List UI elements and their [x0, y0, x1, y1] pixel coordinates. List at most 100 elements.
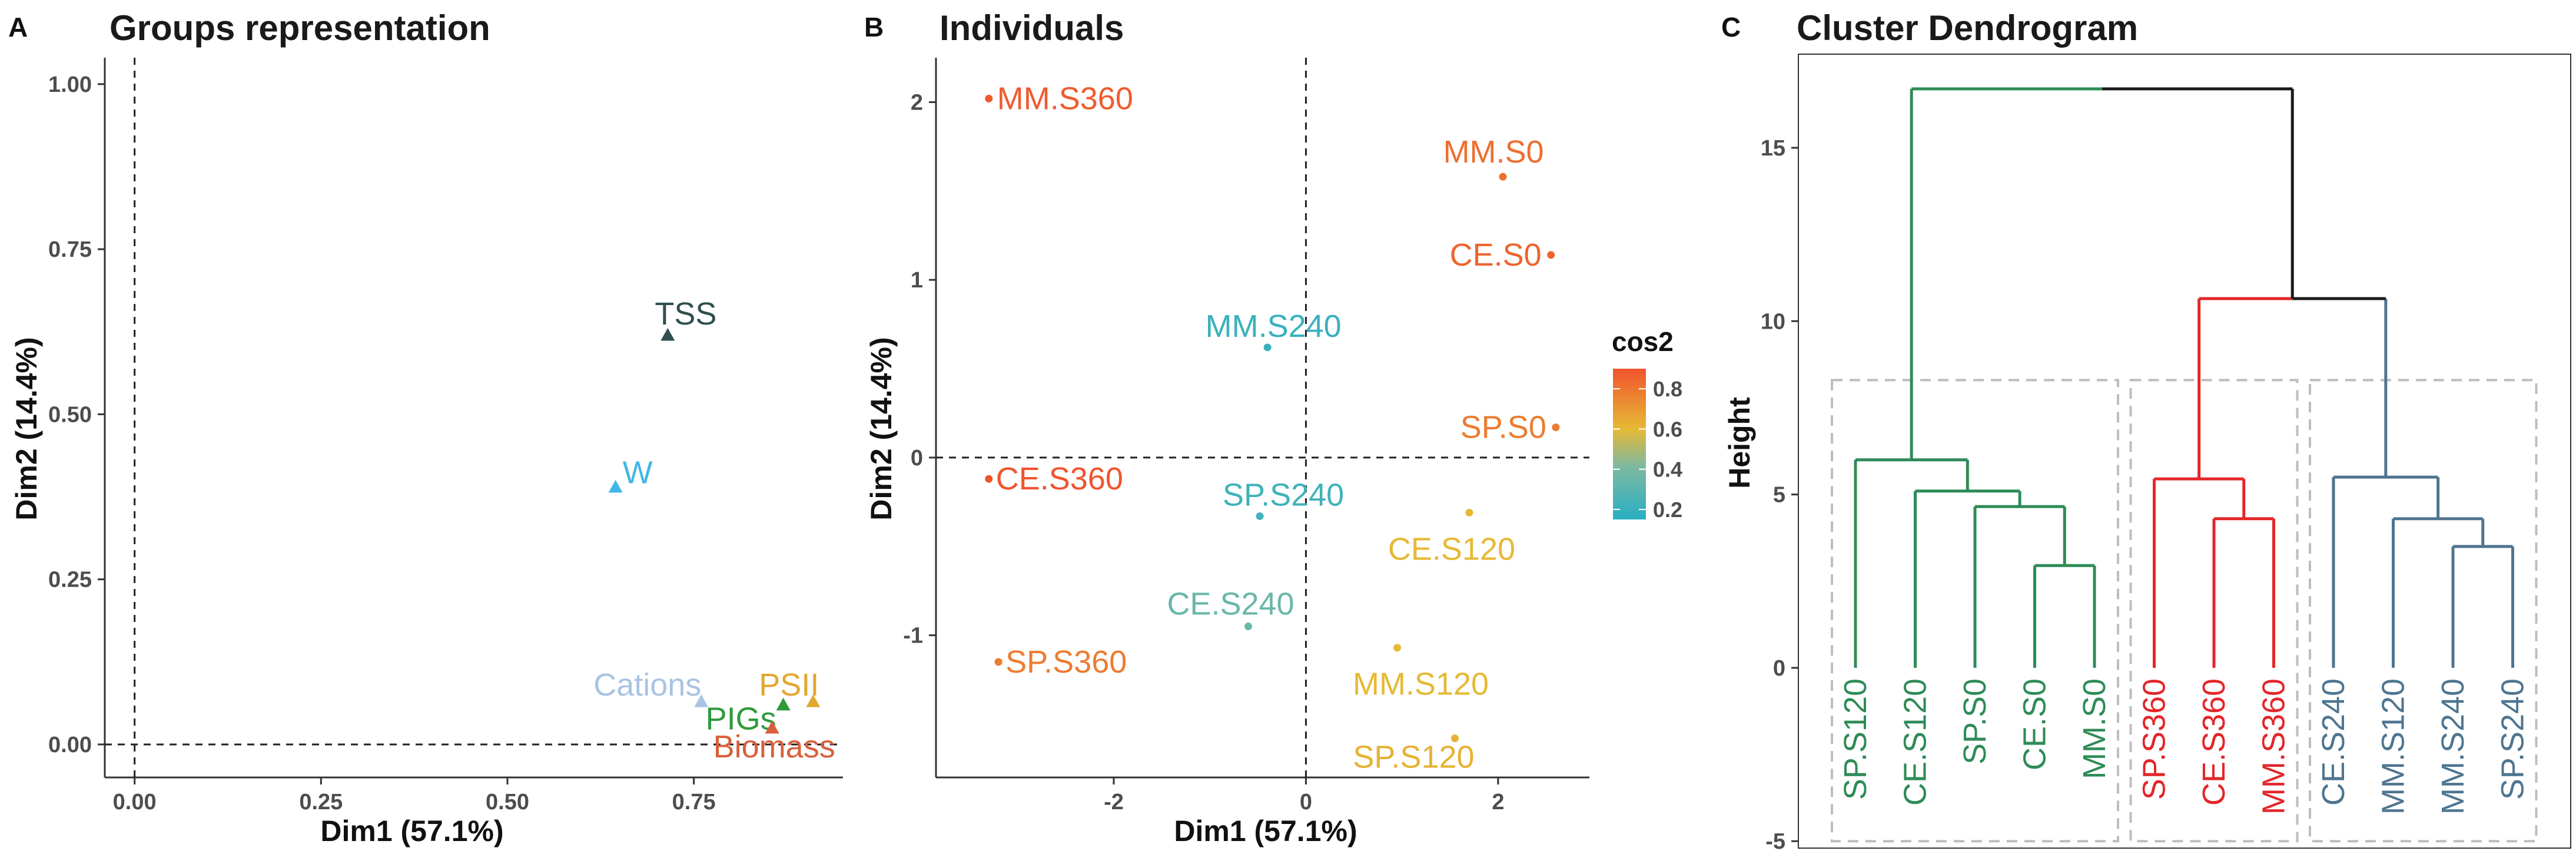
- leaf-label-sp-s0: SP.S0: [1957, 678, 1993, 764]
- leaf-label-sp-s360: SP.S360: [2137, 678, 2172, 800]
- label-tss: TSS: [655, 296, 716, 332]
- leaf-label-mm-s0: MM.S0: [2077, 678, 2112, 779]
- point-sp-s360: [994, 658, 1002, 666]
- panel-c-frame: [1798, 54, 2571, 849]
- label-sp-s0: SP.S0: [1460, 410, 1546, 445]
- cluster-box: [2309, 379, 2538, 843]
- panel-a-xtick-label: 0.50: [486, 790, 529, 815]
- panel-b: B Individuals -2 0 2 -1 0 1 2 MM.S360 MM.S0 CE.S…: [864, 8, 1682, 848]
- panel-a-xlabel: Dim1 (57.1%): [320, 815, 503, 848]
- cos2-tick-label: 0.4: [1653, 458, 1682, 482]
- leaf-label-mm-s240: MM.S240: [2435, 678, 2471, 815]
- panel-c-ytick-label: 10: [1761, 309, 1785, 334]
- label-mm-s120: MM.S120: [1353, 667, 1489, 702]
- panel-c-ytick-label: 15: [1761, 136, 1785, 161]
- label-cations: Cations: [593, 667, 701, 703]
- panel-c-ytick-label: -5: [1765, 829, 1785, 854]
- cos2-legend-ticks: 0.8 0.6 0.4 0.2: [1613, 377, 1682, 522]
- leaf-label-mm-s360: MM.S360: [2256, 678, 2292, 815]
- panel-a-ytick-label: 1.00: [48, 72, 92, 97]
- label-ce-s360: CE.S360: [996, 461, 1123, 496]
- panel-c-ylabel: Height: [1723, 397, 1756, 489]
- cos2-colorbar: [1613, 369, 1646, 519]
- panel-b-xtick-label: -2: [1104, 790, 1124, 815]
- panel-b-xtick-label: 0: [1300, 790, 1312, 815]
- label-w: W: [623, 455, 653, 491]
- panel-c-letter: C: [1721, 12, 1741, 42]
- point-mm-s360: [985, 94, 993, 102]
- point-ce-s240: [1244, 623, 1253, 631]
- panel-b-title: Individuals: [940, 8, 1124, 48]
- cos2-legend: cos2 0.8 0.6 0.4 0.2: [1612, 326, 1682, 522]
- panel-b-xlabel: Dim1 (57.1%): [1174, 815, 1357, 848]
- cluster-box: [1831, 379, 2119, 843]
- dendrogram-leaves: SP.S120 CE.S120 SP.S0 CE.S0 MM.S0 SP.S360 CE.S…: [1838, 678, 2531, 815]
- leaf-label-ce-s0: CE.S0: [2017, 678, 2053, 770]
- point-ce-s120: [1465, 508, 1473, 517]
- panel-b-letter: B: [864, 12, 884, 42]
- leaf-label-ce-s240: CE.S240: [2316, 678, 2351, 806]
- panel-b-xtick-label: 2: [1492, 790, 1504, 815]
- point-sp-s0: [1552, 423, 1560, 432]
- panel-c-ytick-label: 0: [1773, 656, 1785, 681]
- leaf-label-sp-s240: SP.S240: [2495, 678, 2531, 800]
- point-psii: [806, 694, 821, 707]
- panel-a-xtick-label: 0.75: [672, 790, 716, 815]
- label-psii: PSII: [759, 667, 819, 703]
- leaf-label-ce-s120: CE.S120: [1898, 678, 1933, 806]
- panel-c-title: Cluster Dendrogram: [1797, 8, 2138, 48]
- panel-a-xtick-label: 0.25: [299, 790, 343, 815]
- panel-a-title: Groups representation: [109, 8, 490, 48]
- panel-a-axes: 0.00 0.25 0.50 0.75 0.00 0.25 0.50 0.75 1.00: [48, 58, 843, 815]
- panel-b-ytick-label: 2: [911, 90, 923, 115]
- leaf-label-mm-s120: MM.S120: [2376, 678, 2411, 815]
- point-mm-s0: [1499, 173, 1507, 181]
- label-ce-s240: CE.S240: [1167, 587, 1294, 622]
- point-pigs: [776, 697, 791, 711]
- point-biomass: [765, 720, 779, 734]
- point-mm-s240: [1263, 343, 1272, 352]
- point-tss: [660, 327, 675, 341]
- panel-a-ytick-label: 0.25: [48, 568, 92, 592]
- label-mm-s240: MM.S240: [1206, 309, 1342, 344]
- cos2-legend-title: cos2: [1612, 326, 1674, 357]
- label-mm-s0: MM.S0: [1443, 134, 1544, 170]
- panel-c-axes: -5 0 5 10 15: [1761, 136, 1798, 854]
- point-cations: [694, 694, 709, 707]
- label-pigs: PIGs: [706, 701, 776, 737]
- label-biomass: Biomass: [713, 729, 835, 764]
- leaf-label-ce-s360: CE.S360: [2196, 678, 2232, 806]
- leaf-label-sp-s120: SP.S120: [1838, 678, 1873, 800]
- cos2-tick-label: 0.8: [1653, 377, 1682, 401]
- point-ce-s0: [1547, 251, 1555, 259]
- cluster-boxes: [1831, 379, 2538, 843]
- panel-a: A Groups representation 0.00 0.25 0.50 0.75…: [8, 8, 843, 848]
- label-sp-s120: SP.S120: [1353, 740, 1474, 775]
- panel-c: C Cluster Dendrogram -5 0 5 10 15 SP.S120 CE.…: [1721, 8, 2571, 854]
- label-sp-s360: SP.S360: [1005, 644, 1127, 680]
- label-ce-s120: CE.S120: [1388, 531, 1515, 567]
- point-mm-s120: [1393, 644, 1402, 652]
- label-sp-s240: SP.S240: [1223, 477, 1344, 512]
- panel-a-ytick-label: 0.00: [48, 733, 92, 757]
- panel-b-ytick-label: 0: [911, 446, 923, 471]
- panel-c-ytick-label: 5: [1773, 483, 1785, 508]
- dendrogram-tree: [1854, 87, 2514, 668]
- label-ce-s0: CE.S0: [1450, 237, 1542, 273]
- panel-b-ytick-label: -1: [903, 624, 923, 648]
- panel-b-ylabel: Dim2 (14.4%): [865, 337, 898, 520]
- panel-a-ytick-label: 0.75: [48, 237, 92, 262]
- cos2-tick-label: 0.6: [1653, 417, 1682, 441]
- panel-b-ytick-label: 1: [911, 268, 923, 293]
- panel-b-points: MM.S360 MM.S0 CE.S0 MM.S240 SP.S0 CE.S360 SP.S…: [985, 81, 1560, 775]
- panel-a-ytick-label: 0.50: [48, 402, 92, 427]
- label-mm-s360: MM.S360: [997, 81, 1133, 116]
- cos2-tick-label: 0.2: [1653, 498, 1682, 522]
- point-ce-s360: [985, 475, 993, 483]
- point-sp-s120: [1450, 734, 1459, 743]
- panel-a-ylabel: Dim2 (14.4%): [10, 337, 43, 520]
- point-w: [608, 479, 623, 493]
- point-sp-s240: [1256, 512, 1264, 520]
